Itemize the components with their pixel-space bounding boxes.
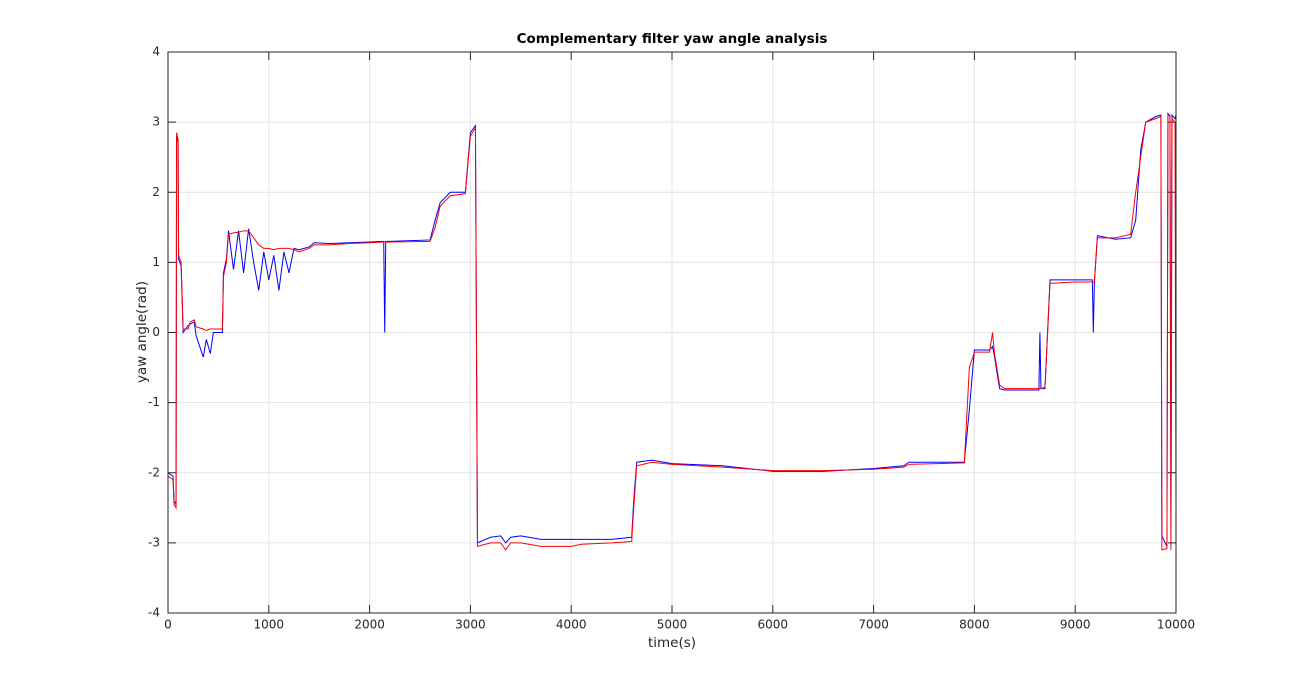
x-tick-label: 0 [164, 618, 172, 632]
x-tick-label: 4000 [556, 618, 587, 632]
y-tick-label: -1 [148, 395, 160, 409]
x-tick-label: 7000 [858, 618, 889, 632]
y-tick-label: 3 [152, 115, 160, 129]
x-tick-label: 8000 [959, 618, 990, 632]
x-tick-label: 2000 [354, 618, 385, 632]
plot-frame [167, 51, 1177, 614]
y-tick-label: 2 [152, 185, 160, 199]
y-tick-label: -4 [148, 606, 160, 620]
y-axis-label: yaw angle(rad) [134, 281, 150, 383]
line-series [167, 114, 1177, 551]
x-axis-label: time(s) [648, 635, 696, 651]
y-tick-label: 0 [152, 325, 160, 339]
x-tick-label: 9000 [1060, 618, 1091, 632]
x-tick-label: 5000 [657, 618, 688, 632]
x-tick-label: 10000 [1157, 618, 1195, 632]
x-tick-label: 3000 [455, 618, 486, 632]
y-tick-label: -2 [148, 465, 160, 479]
chart-title: Complementary filter yaw angle analysis [517, 31, 828, 47]
y-tick-label: -3 [148, 535, 160, 549]
y-tick-label: 4 [152, 45, 160, 59]
x-tick-label: 1000 [254, 618, 285, 632]
x-tick-label: 6000 [758, 618, 789, 632]
y-tick-label: 1 [152, 255, 160, 269]
